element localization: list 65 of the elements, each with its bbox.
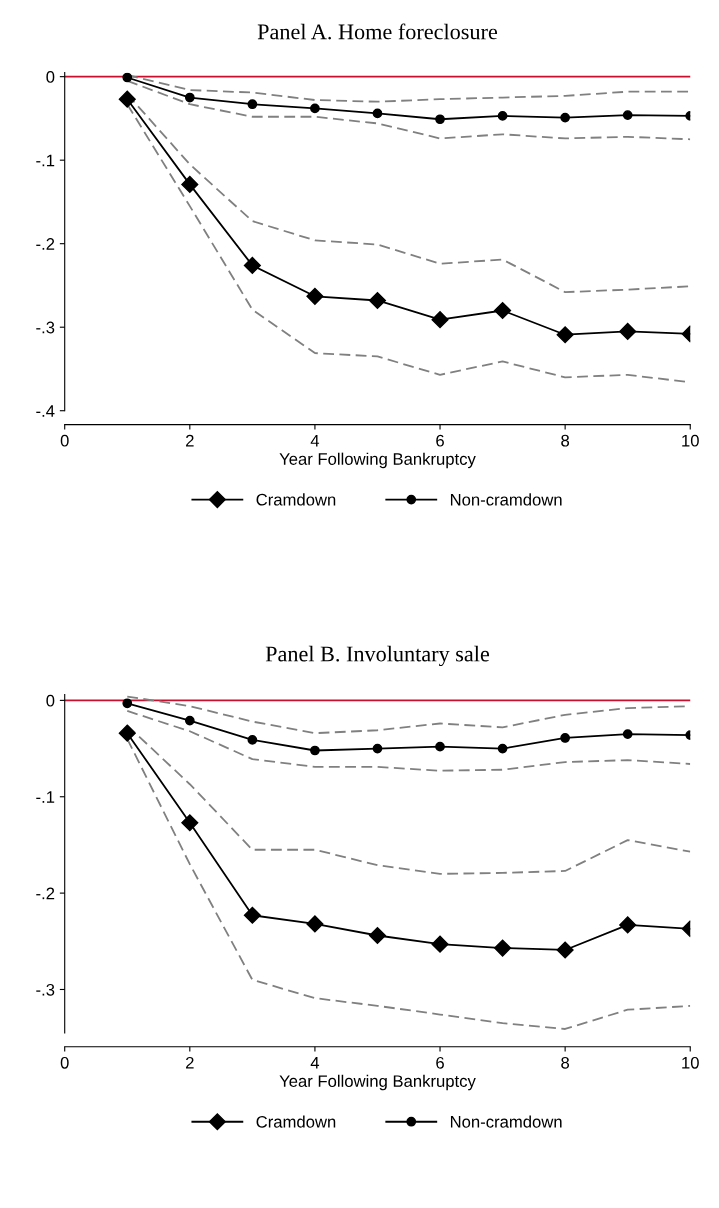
- y-tick-label: -.3: [36, 983, 55, 996]
- x-tick-label: 0: [60, 434, 69, 447]
- point: [556, 326, 574, 344]
- point: [184, 715, 195, 726]
- x-tick-label: 0: [60, 1056, 69, 1069]
- x-tick-label: 4: [310, 1057, 320, 1069]
- point: [619, 322, 637, 340]
- point: [560, 733, 570, 743]
- point: [560, 112, 570, 123]
- point: [181, 814, 199, 832]
- chart-title: Panel B. Involuntary sale: [265, 645, 490, 667]
- y-tick-label: -.1: [36, 791, 55, 803]
- point: [372, 108, 383, 119]
- x-axis-title: Year Following Bankruptcy: [279, 452, 476, 469]
- point: [494, 301, 512, 320]
- point: [494, 939, 512, 957]
- legend-label: Non-cramdown: [450, 1115, 562, 1128]
- point: [372, 743, 383, 754]
- y-tick-label: 0: [46, 71, 55, 83]
- point: [310, 103, 320, 114]
- y-tick-label: -.4: [36, 405, 55, 417]
- x-tick-label: 10: [682, 1056, 699, 1069]
- x-tick-label: 8: [561, 434, 570, 447]
- point: [243, 906, 261, 924]
- x-tick-label: 6: [436, 1056, 444, 1069]
- point: [306, 915, 324, 933]
- point: [122, 698, 133, 709]
- y-tick-label: 0: [46, 694, 55, 707]
- point: [431, 935, 449, 953]
- point: [243, 256, 261, 274]
- x-tick-label: 2: [186, 434, 194, 447]
- chart-title: Panel A. Home foreclosure: [257, 23, 498, 40]
- point: [181, 175, 199, 193]
- point: [619, 916, 637, 934]
- y-tick-label: -.3: [36, 321, 55, 334]
- point: [247, 99, 258, 110]
- point: [118, 724, 136, 742]
- point: [435, 741, 445, 752]
- point: [497, 111, 508, 121]
- x-tick-label: 8: [561, 1056, 570, 1069]
- legend-label: Cramdown: [256, 493, 336, 506]
- point: [306, 287, 324, 305]
- point: [310, 745, 320, 756]
- x-tick-label: 2: [186, 1056, 194, 1069]
- point: [431, 311, 449, 329]
- point: [247, 735, 258, 745]
- point: [622, 729, 633, 739]
- point: [368, 926, 387, 945]
- legend-label: Cramdown: [256, 1115, 336, 1128]
- point: [118, 90, 136, 108]
- y-tick-label: -.1: [36, 154, 55, 167]
- point: [497, 743, 508, 754]
- x-tick-label: 4: [310, 434, 320, 447]
- legend-label: Non-cramdown: [450, 493, 562, 506]
- point: [435, 114, 445, 125]
- point: [556, 941, 574, 959]
- y-tick-label: -.2: [36, 238, 55, 250]
- x-tick-label: 10: [682, 434, 699, 447]
- y-tick-label: -.2: [36, 887, 55, 900]
- point: [122, 72, 133, 83]
- x-axis-title: Year Following Bankruptcy: [279, 1074, 476, 1091]
- point: [184, 92, 195, 103]
- x-tick-label: 6: [436, 434, 444, 447]
- point: [622, 110, 633, 120]
- point: [368, 291, 387, 310]
